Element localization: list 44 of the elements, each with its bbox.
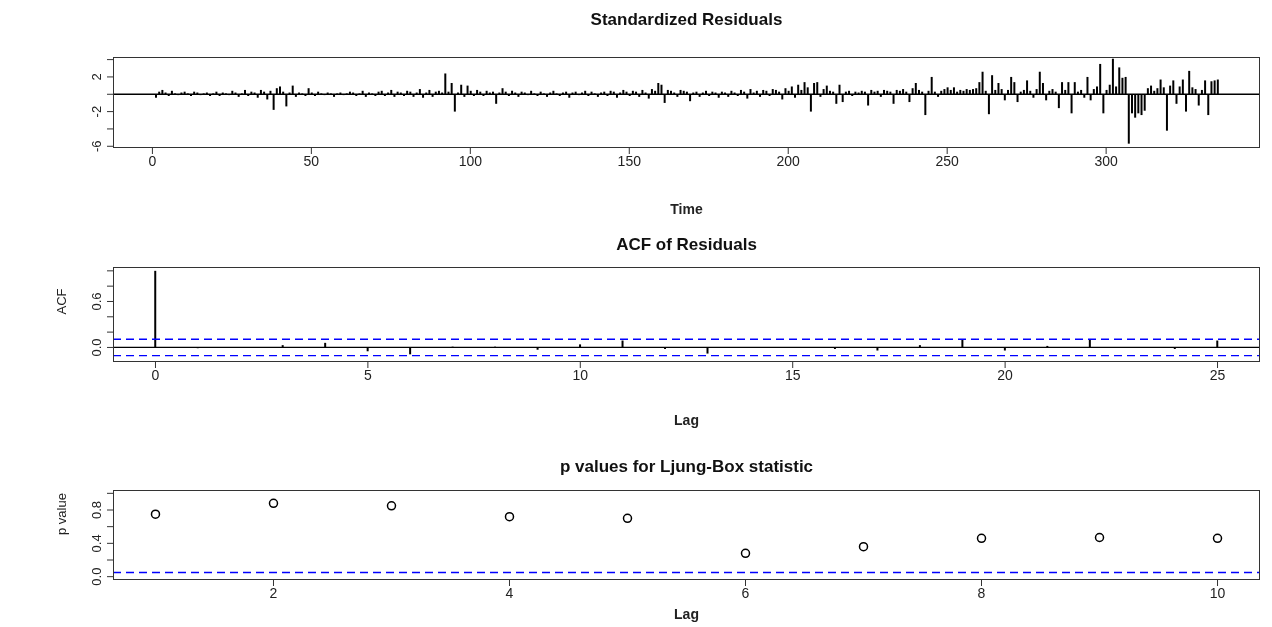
x-tick-label: 300 xyxy=(1094,152,1119,169)
x-tick-label: 2 xyxy=(269,584,278,601)
x-tick-label: 150 xyxy=(617,152,642,169)
x-axis-title: Lag xyxy=(673,606,700,622)
x-tick-label: 200 xyxy=(776,152,801,169)
point xyxy=(740,548,751,559)
point xyxy=(858,541,869,552)
point xyxy=(976,533,987,544)
point xyxy=(268,498,279,509)
y-tick-label: 2 xyxy=(89,73,104,81)
x-tick-label: 0 xyxy=(151,366,160,383)
point xyxy=(1212,533,1223,544)
y-axis-title: p value xyxy=(53,493,69,535)
x-tick-label: 20 xyxy=(997,366,1014,383)
point xyxy=(1094,532,1105,543)
y-tick-label: 0.6 xyxy=(89,292,104,311)
point xyxy=(504,511,515,522)
point xyxy=(386,501,397,511)
y-tick-label: 0.0 xyxy=(89,567,104,586)
x-axis-title: Time xyxy=(669,201,704,217)
chart-title: ACF of Residuals xyxy=(615,235,758,255)
point xyxy=(622,513,633,524)
x-tick-label: 6 xyxy=(741,584,750,601)
x-tick-label: 10 xyxy=(572,366,589,383)
y-tick-label: 0.8 xyxy=(89,500,104,520)
x-tick-label: 250 xyxy=(935,152,960,169)
chart-title: p values for Ljung-Box statistic xyxy=(558,457,815,477)
chart-title: Standardized Residuals xyxy=(589,10,784,30)
y-tick-label: 0.0 xyxy=(89,338,104,357)
y-tick-label: 0.4 xyxy=(89,534,104,553)
point xyxy=(150,509,161,519)
x-tick-label: 15 xyxy=(784,366,801,383)
x-tick-label: 0 xyxy=(148,152,157,169)
x-tick-label: 4 xyxy=(505,584,514,601)
x-tick-label: 5 xyxy=(363,366,372,383)
y-tick-label: -2 xyxy=(89,105,104,118)
y-tick-label: -6 xyxy=(89,140,104,153)
x-tick-label: 50 xyxy=(303,152,320,169)
x-tick-label: 100 xyxy=(458,152,483,169)
x-tick-label: 8 xyxy=(977,584,986,601)
x-tick-label: 25 xyxy=(1209,366,1226,383)
x-axis-title: Lag xyxy=(673,412,700,428)
y-axis-title: ACF xyxy=(53,288,69,315)
x-tick-label: 10 xyxy=(1209,584,1226,601)
